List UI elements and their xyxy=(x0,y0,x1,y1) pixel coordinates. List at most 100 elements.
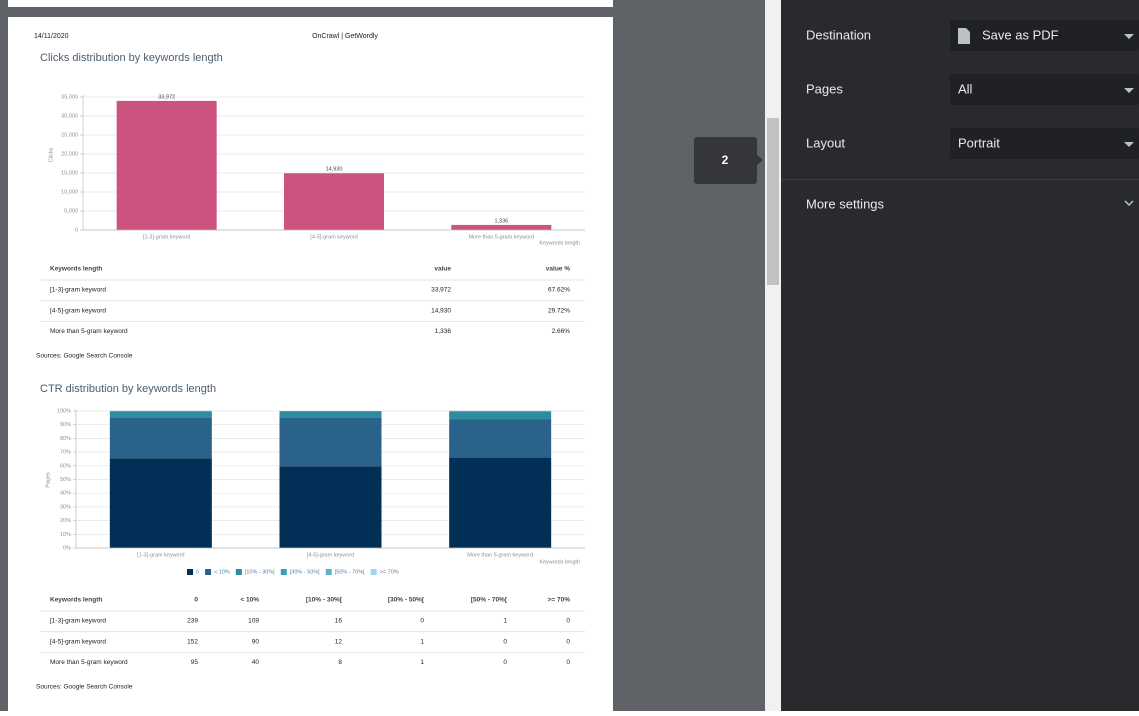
table-header: >= 70% xyxy=(548,597,571,604)
table-cell: 90 xyxy=(252,638,260,645)
pages-select[interactable] xyxy=(950,74,1139,105)
bar xyxy=(284,173,384,230)
bar-segment xyxy=(110,411,212,417)
table-cell: 0 xyxy=(503,659,507,666)
table-cell: [4-5]-gram keyword xyxy=(50,307,106,314)
y-tick-label: 30,000 xyxy=(61,113,78,119)
legend-swatch xyxy=(236,569,242,575)
y-tick-label: 80% xyxy=(60,436,71,442)
bar-segment xyxy=(449,411,551,412)
table-cell: 0 xyxy=(566,618,570,625)
y-tick-label: 15,000 xyxy=(61,170,78,176)
table-cell: [4-5]-gram keyword xyxy=(50,638,106,645)
tooltip-text: 2 xyxy=(722,153,729,167)
source: Sources: Google Search Console xyxy=(36,684,133,691)
table-cell: 2.66% xyxy=(552,328,571,335)
table-cell: 1,336 xyxy=(435,328,452,335)
bar xyxy=(117,101,217,230)
bar-segment xyxy=(280,466,382,548)
layout-value: Portrait xyxy=(958,135,1000,150)
y-tick-label: 35,000 xyxy=(61,94,78,100)
x-tick-label: [1-3]-gram keyword xyxy=(137,552,184,558)
page xyxy=(8,17,613,711)
y-tick-label: 0 xyxy=(75,227,78,233)
bar-segment xyxy=(449,412,551,420)
table-cell: 0 xyxy=(566,659,570,666)
chart-title: CTR distribution by keywords length xyxy=(40,383,216,395)
previous-page xyxy=(8,0,613,7)
destination-label: Destination xyxy=(806,27,871,42)
table-cell: 0 xyxy=(566,638,570,645)
bar-segment xyxy=(449,458,551,548)
y-tick-label: 70% xyxy=(60,450,71,456)
site: OnCrawl | GetWordly xyxy=(312,33,378,40)
destination-value: Save as PDF xyxy=(982,27,1059,42)
legend-label: [30% - 50%[ xyxy=(290,569,320,575)
value-label: 33,972 xyxy=(158,94,175,100)
bar-segment xyxy=(280,411,382,412)
pages-value: All xyxy=(958,81,973,96)
y-tick-label: 30% xyxy=(60,504,71,510)
pdf-icon xyxy=(958,28,970,44)
table-cell: 1 xyxy=(503,618,507,625)
y-axis-label: Pages xyxy=(45,472,51,488)
y-tick-label: 10% xyxy=(60,532,71,538)
y-axis-label: Clicks xyxy=(48,147,54,162)
legend-swatch xyxy=(187,569,193,575)
table-cell: 95 xyxy=(191,659,199,666)
layout-label: Layout xyxy=(806,135,845,150)
more-settings[interactable]: More settings xyxy=(806,196,885,211)
table-header: value xyxy=(434,266,451,273)
table-cell: 16 xyxy=(335,618,343,625)
table-cell: More than 5-gram keyword xyxy=(50,659,128,666)
legend-swatch xyxy=(326,569,332,575)
table-cell: [1-3]-gram keyword xyxy=(50,287,106,294)
table-header: value % xyxy=(546,266,570,273)
bar xyxy=(451,225,551,230)
table-cell: 40 xyxy=(252,659,260,666)
table-cell: 67.62% xyxy=(548,287,570,294)
x-axis-label: Keywords length xyxy=(539,559,580,565)
legend-swatch xyxy=(281,569,287,575)
table-cell: 29.72% xyxy=(548,307,570,314)
table-header: Keywords length xyxy=(50,597,102,604)
table-header: Keywords length xyxy=(50,266,102,273)
bar-segment xyxy=(110,458,212,548)
legend-label: 0 xyxy=(196,569,199,575)
table-cell: 1 xyxy=(420,659,424,666)
scroll-thumb[interactable] xyxy=(767,118,779,285)
x-tick-label: [4-5]-gram keyword xyxy=(307,552,354,558)
table-cell: 152 xyxy=(187,638,198,645)
table-cell: 14,930 xyxy=(431,307,451,314)
date: 14/11/2020 xyxy=(34,33,69,40)
scrollbar xyxy=(765,0,781,711)
y-tick-label: 20% xyxy=(60,518,71,524)
y-tick-label: 20,000 xyxy=(61,151,78,157)
x-tick-label: [1-3]-gram keyword xyxy=(143,234,190,240)
y-tick-label: 10,000 xyxy=(61,189,78,195)
table-cell: 33,972 xyxy=(431,287,451,294)
y-tick-label: 25,000 xyxy=(61,132,78,138)
y-tick-label: 5,000 xyxy=(64,208,78,214)
legend-swatch xyxy=(205,569,211,575)
legend-label: >= 70% xyxy=(380,569,399,575)
table-header: [50% - 70%[ xyxy=(471,597,508,604)
source: Sources: Google Search Console xyxy=(36,353,133,360)
value-label: 1,336 xyxy=(494,218,508,224)
y-tick-label: 0% xyxy=(63,545,71,551)
x-axis-label: Keywords length xyxy=(539,240,580,246)
y-tick-label: 40% xyxy=(60,491,71,497)
legend-swatch xyxy=(371,569,377,575)
x-tick-label: [4-5]-gram keyword xyxy=(310,234,357,240)
table-header: [30% - 50%[ xyxy=(388,597,425,604)
y-tick-label: 50% xyxy=(60,477,71,483)
pages-label: Pages xyxy=(806,81,843,96)
table-cell: 0 xyxy=(503,638,507,645)
y-tick-label: 60% xyxy=(60,463,71,469)
table-cell: More than 5-gram keyword xyxy=(50,328,128,335)
legend-label: [10% - 30%[ xyxy=(245,569,275,575)
table-cell: 0 xyxy=(420,618,424,625)
y-tick-label: 100% xyxy=(57,408,71,414)
chart-title: Clicks distribution by keywords length xyxy=(40,52,223,64)
